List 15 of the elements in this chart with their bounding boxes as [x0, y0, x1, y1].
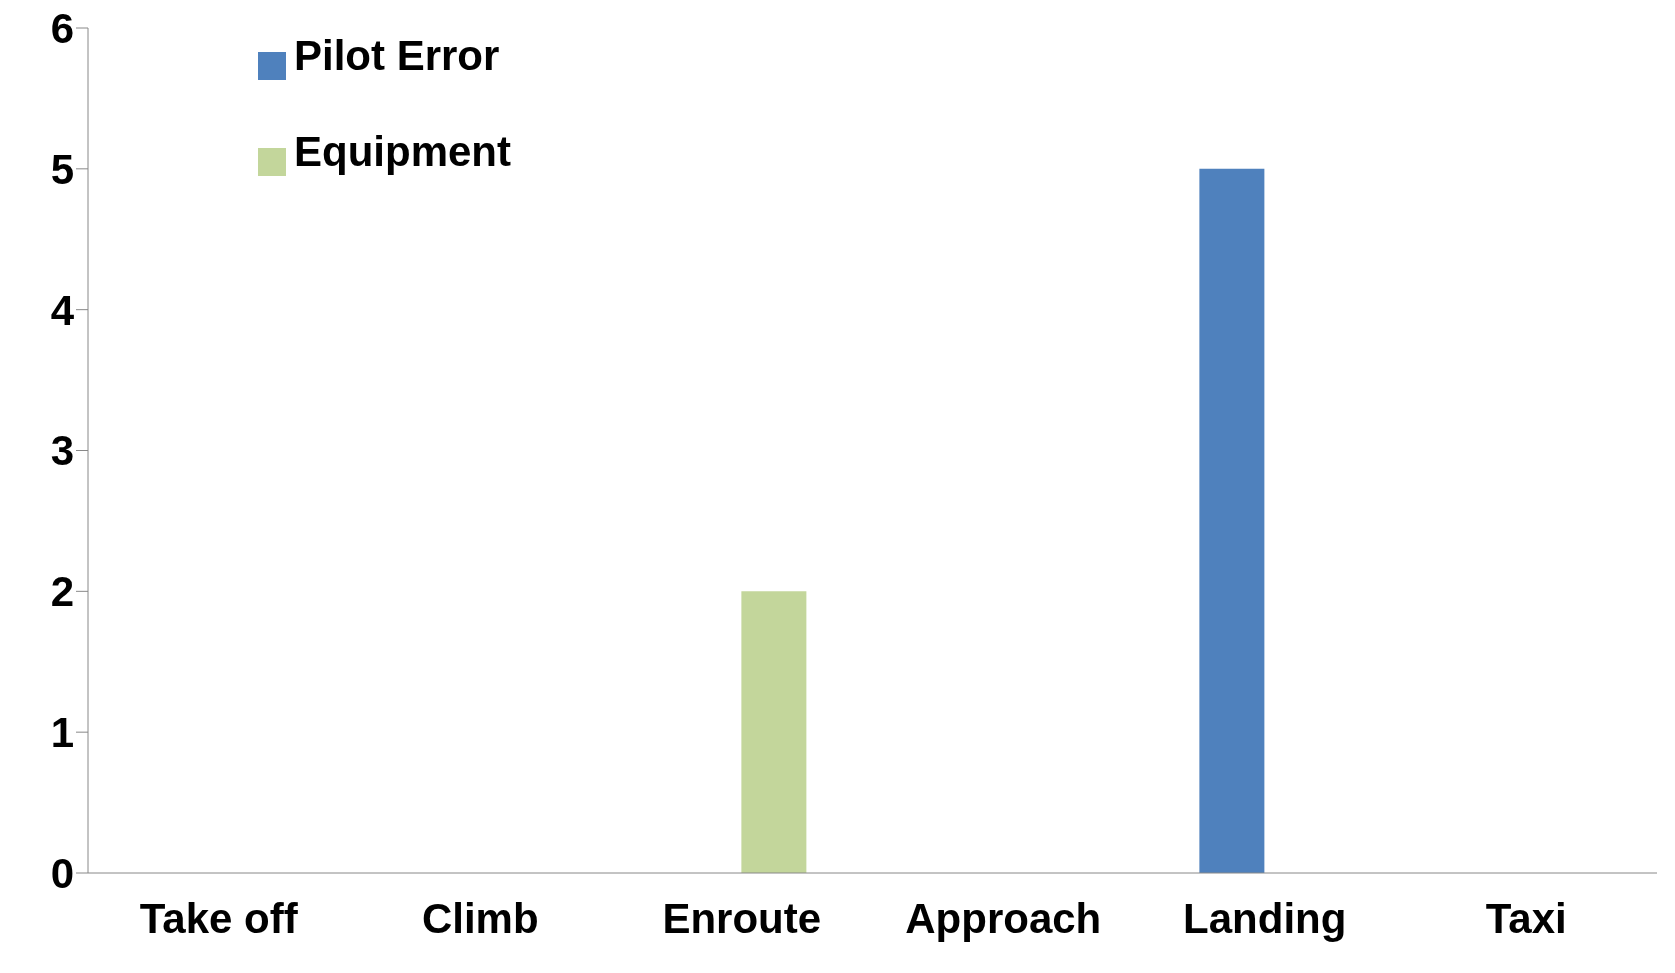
- x-tick-label: Take off: [139, 894, 299, 942]
- x-tick-label: Landing: [1183, 894, 1347, 942]
- y-tick-label: 4: [50, 286, 75, 334]
- legend-label: Pilot Error: [294, 32, 500, 79]
- x-tick-label: Approach: [905, 894, 1102, 942]
- x-tick-label: Enroute: [662, 894, 822, 942]
- legend-label: Equipment: [294, 128, 511, 175]
- y-tick-label: 3: [50, 427, 74, 475]
- x-tick-label: Climb: [421, 894, 539, 942]
- y-tick-label: 0: [50, 849, 74, 897]
- y-tick-label: 1: [50, 709, 74, 757]
- y-tick-label: 6: [50, 4, 74, 52]
- y-tick-label: 2: [50, 568, 74, 616]
- y-tick-label: 5: [50, 145, 74, 193]
- x-tick-label: Taxi: [1485, 894, 1567, 942]
